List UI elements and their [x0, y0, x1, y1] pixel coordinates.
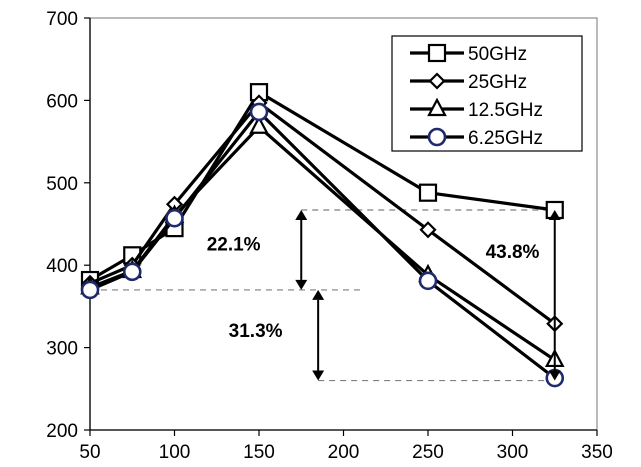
x-tick-label: 50	[79, 442, 100, 463]
data-point-6.25GHz	[124, 264, 140, 280]
annotation-label: 31.3%	[229, 321, 283, 342]
legend-marker	[429, 45, 445, 61]
legend-label: 6.25GHz	[468, 128, 543, 149]
x-tick-label: 250	[412, 442, 444, 463]
y-tick-label: 200	[46, 421, 78, 442]
x-tick-label: 100	[159, 442, 191, 463]
y-tick-label: 400	[46, 256, 78, 277]
legend: 50GHz 25GHz 12.5GHz 6.25GHz	[392, 36, 582, 151]
legend-label: 50GHz	[468, 44, 527, 65]
x-tick-label: 200	[328, 442, 360, 463]
x-tick-label: 350	[581, 442, 613, 463]
legend-marker	[429, 129, 445, 145]
x-tick-label: 300	[497, 442, 529, 463]
data-point-50GHz	[420, 185, 436, 201]
x-tick-label: 150	[243, 442, 275, 463]
legend-label: 12.5GHz	[468, 100, 543, 121]
data-point-6.25GHz	[251, 104, 267, 120]
y-tick-label: 700	[46, 9, 78, 30]
data-point-6.25GHz	[167, 210, 183, 226]
y-tick-label: 300	[46, 339, 78, 360]
y-tick-label: 500	[46, 174, 78, 195]
legend-label: 25GHz	[468, 72, 527, 93]
data-point-6.25GHz	[82, 282, 98, 298]
data-point-6.25GHz	[420, 273, 436, 289]
y-tick-label: 600	[46, 91, 78, 112]
annotation-label: 22.1%	[207, 234, 261, 255]
annotation-label: 43.8%	[486, 242, 540, 263]
